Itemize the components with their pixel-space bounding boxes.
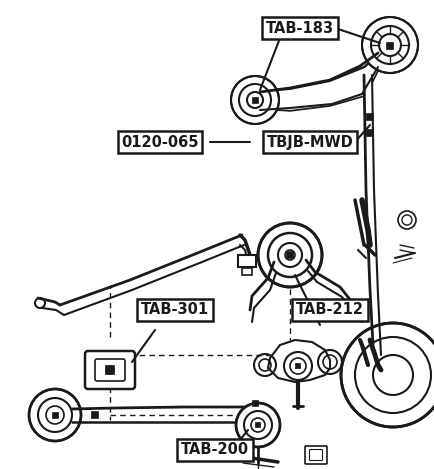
Circle shape (230, 76, 278, 124)
Polygon shape (267, 340, 329, 382)
Bar (241, 268, 251, 275)
Bar (52, 412, 58, 418)
Bar (386, 41, 393, 48)
FancyBboxPatch shape (309, 449, 322, 461)
Circle shape (361, 17, 417, 73)
Circle shape (236, 403, 279, 447)
Bar (105, 365, 114, 375)
Circle shape (29, 389, 81, 441)
Text: TAB-212: TAB-212 (295, 303, 363, 318)
Bar (251, 97, 257, 103)
Bar (366, 113, 373, 120)
Bar (286, 251, 293, 258)
Bar (91, 411, 98, 418)
Bar (366, 129, 373, 136)
Text: TAB-183: TAB-183 (265, 21, 333, 36)
Text: TAB-200: TAB-200 (181, 442, 249, 457)
FancyBboxPatch shape (85, 351, 135, 389)
FancyBboxPatch shape (304, 446, 326, 464)
Text: TBJB-MWD: TBJB-MWD (266, 135, 352, 150)
Circle shape (257, 223, 321, 287)
Text: TAB-301: TAB-301 (141, 303, 209, 318)
Bar (237, 255, 256, 267)
Bar (251, 400, 257, 406)
Bar (295, 363, 300, 369)
Bar (255, 423, 260, 428)
Circle shape (340, 323, 434, 427)
Polygon shape (260, 55, 379, 110)
Text: 0120-065: 0120-065 (121, 135, 198, 150)
FancyBboxPatch shape (95, 359, 125, 381)
